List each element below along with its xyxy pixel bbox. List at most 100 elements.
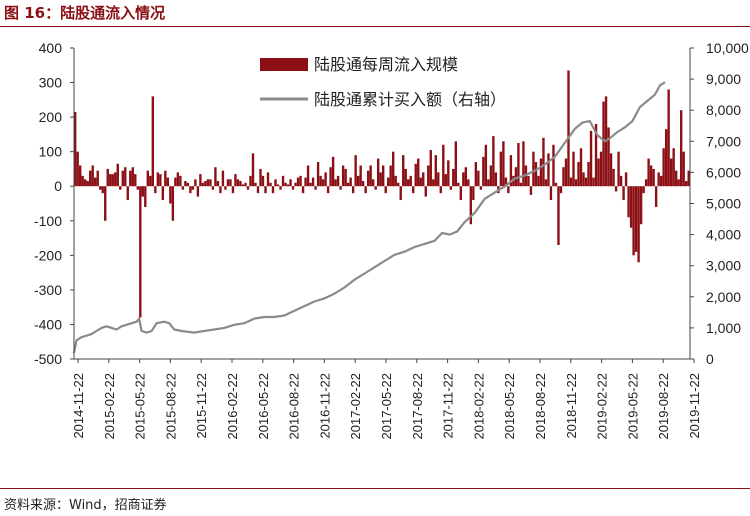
inflow-bar [249,175,252,187]
right-tick-label: 10,000 [706,40,749,56]
inflow-bar [592,177,595,187]
inflow-bar [334,179,337,187]
inflow-bar [517,143,520,187]
inflow-bar [457,182,460,187]
inflow-bar [594,124,598,187]
inflow-bar [346,182,350,187]
inflow-bar [442,144,445,187]
inflow-bar [196,186,200,197]
right-tick-label: 2,000 [706,289,741,305]
inflow-bar [319,175,322,187]
inflow-bar [444,174,447,187]
inflow-bar [134,174,137,187]
inflow-bar [161,186,165,201]
inflow-bar [356,175,360,187]
x-tick-label: 2017-05-22 [379,373,394,440]
inflow-bar [259,168,262,187]
inflow-bar [339,186,342,190]
inflow-bar [281,175,285,187]
inflow-bar [487,179,490,187]
inflow-bar [484,144,488,187]
inflow-bar [602,101,605,187]
inflow-bar [434,155,437,187]
x-tick-label: 2019-02-22 [595,373,610,440]
inflow-bar [647,158,650,187]
line-series [72,81,666,354]
inflow-bar [529,186,533,195]
inflow-bar [542,137,545,187]
inflow-bar [139,186,142,318]
inflow-bar [617,151,620,187]
inflow-bar [166,177,170,187]
inflow-bar [427,165,430,187]
left-tick-label: -200 [34,247,62,263]
inflow-bar [552,144,555,187]
inflow-bar [314,186,317,190]
inflow-bar [184,181,187,187]
inflow-bar [477,170,480,187]
inflow-bar [211,186,215,190]
inflow-bar [189,186,192,194]
x-tick-label: 2015-05-22 [133,373,148,440]
inflow-bar [567,70,570,187]
x-tick-label: 2018-11-22 [564,373,579,439]
left-tick-label: -100 [34,213,62,229]
inflow-bar [284,182,287,187]
inflow-bar [509,155,513,187]
inflow-bar [271,186,275,194]
x-tick-label: 2017-11-22 [441,373,456,439]
inflow-bar [99,186,102,190]
inflow-bar [512,175,515,187]
inflow-bar [144,186,147,207]
inflow-bar [414,163,417,187]
left-tick-label: 100 [39,144,63,160]
right-tick-label: 7,000 [706,133,741,149]
inflow-bar [146,170,149,187]
inflow-bar [96,170,99,187]
left-tick-label: -300 [34,282,62,298]
inflow-bar [462,172,465,187]
inflow-bar [124,167,127,187]
inflow-bar [627,186,630,218]
title-rule [0,26,750,27]
inflow-bar [116,163,119,187]
x-tick-label: 2018-02-22 [471,373,486,440]
inflow-bar [141,186,144,197]
x-tick-label: 2017-08-22 [410,373,425,440]
inflow-bar [454,141,457,187]
inflow-bar [164,170,167,187]
inflow-bar [369,165,372,187]
inflow-bar [379,172,382,187]
inflow-bar [579,148,583,187]
inflow-bar [654,186,658,207]
inflow-bar [409,175,412,187]
inflow-bar [614,186,618,192]
inflow-bar [226,179,230,187]
inflow-bar [179,175,182,187]
x-tick-label: 2015-08-22 [163,373,178,440]
inflow-bar [209,179,212,187]
inflow-bar [111,174,114,187]
source-rule [0,488,750,489]
x-tick-label: 2014-11-22 [71,373,86,439]
inflow-bar [684,181,688,187]
inflow-bar [109,174,112,187]
inflow-bar [494,172,498,187]
inflow-bar [687,170,690,187]
inflow-bar [537,175,540,187]
inflow-bar [677,179,680,187]
inflow-bar [514,167,518,187]
inflow-bar [286,184,290,187]
figure-title-text: 陆股通流入情况 [60,4,166,22]
inflow-bar [642,186,645,194]
inflow-bar [504,177,508,187]
inflow-bar [194,179,197,187]
left-tick-label: 200 [39,109,63,125]
x-tick-label: 2019-05-22 [625,373,640,440]
inflow-bar [294,182,297,187]
inflow-bar [311,177,315,187]
inflow-bar [449,186,452,190]
inflow-bar [304,177,307,187]
inflow-bar [84,179,87,187]
inflow-bar [119,186,122,190]
